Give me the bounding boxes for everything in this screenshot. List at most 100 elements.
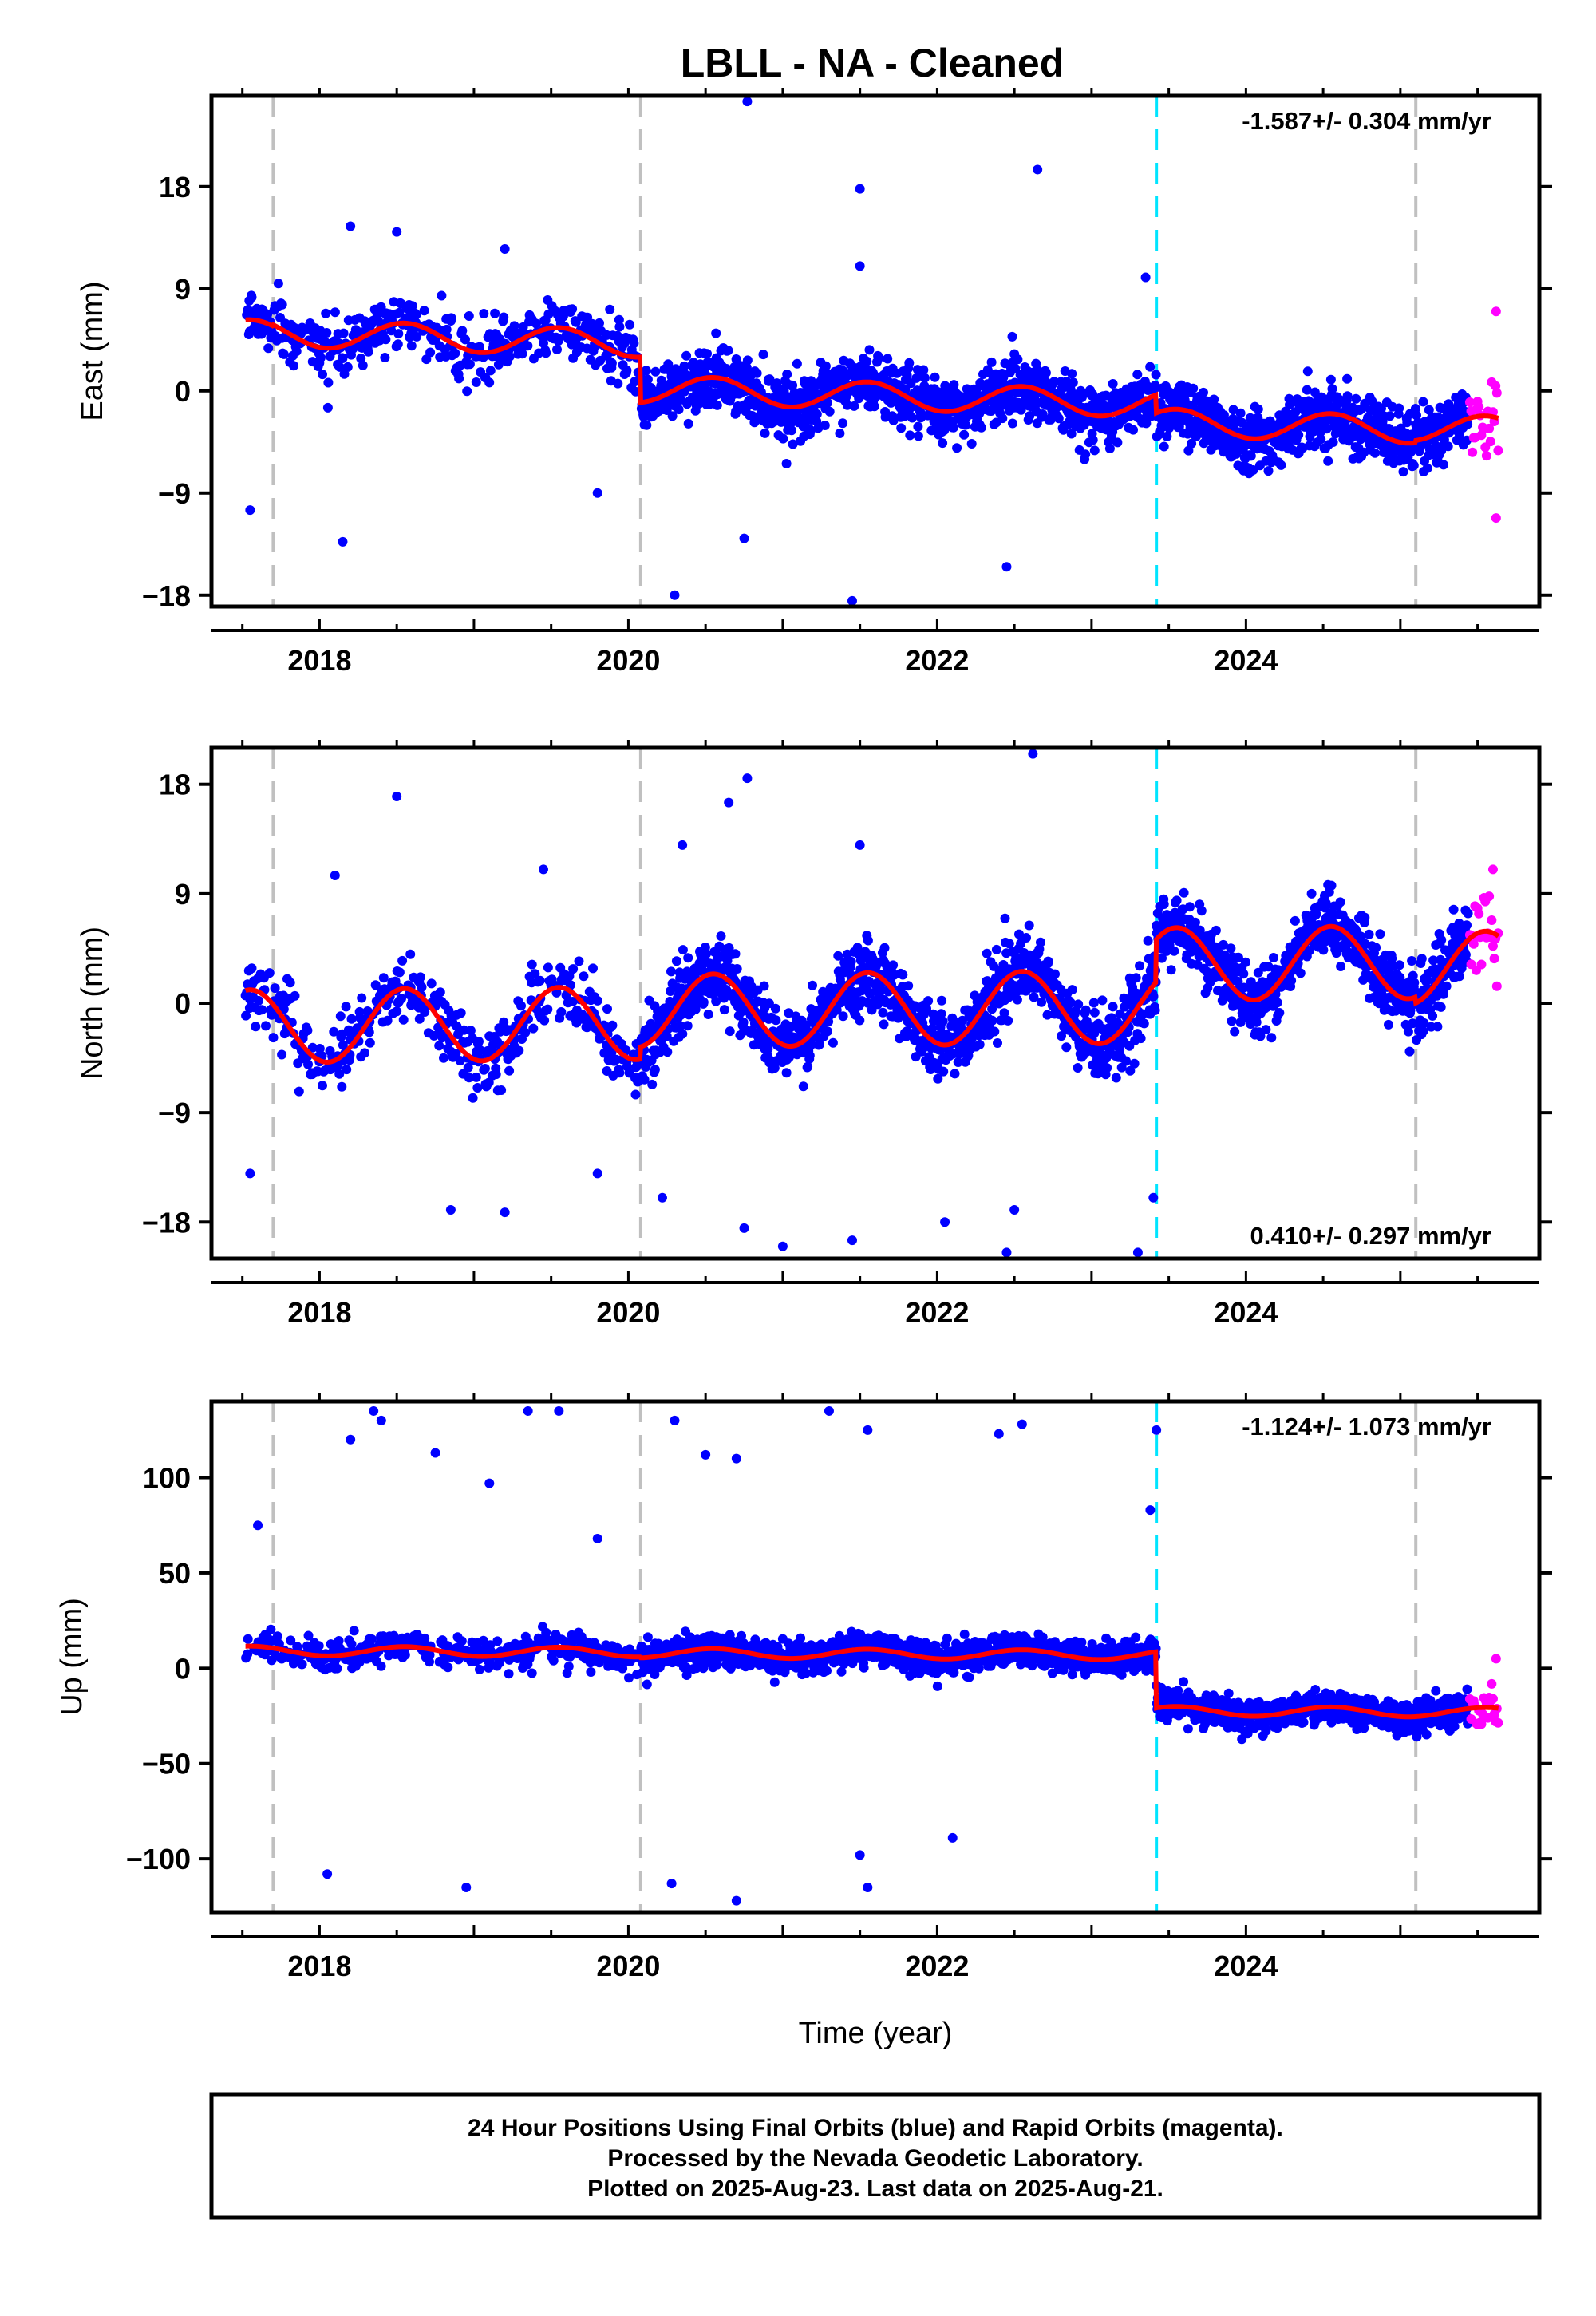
final-point-1805 — [1226, 943, 1236, 954]
y-tick-label-0: −18 — [142, 579, 191, 612]
final-point-2339 — [1438, 460, 1448, 470]
final-point-222 — [459, 1025, 469, 1035]
outlier-point-2 — [392, 791, 402, 801]
final-point-2282 — [1428, 1010, 1438, 1021]
final-point-1112 — [933, 1073, 943, 1084]
final-point-1592 — [1136, 1034, 1146, 1044]
final-point-2065 — [1336, 962, 1346, 971]
final-point-2253 — [1402, 417, 1412, 428]
final-point-436 — [647, 1079, 658, 1089]
final-point-233 — [471, 1072, 481, 1082]
final-point-2132 — [1364, 929, 1374, 939]
final-point-1124 — [938, 1016, 948, 1026]
final-point-74 — [314, 1044, 325, 1053]
final-point-587 — [711, 996, 721, 1006]
y-tick-label-3: 9 — [175, 273, 191, 306]
final-point-2305 — [1424, 405, 1434, 415]
final-point-286 — [516, 1001, 526, 1011]
final-point-993 — [869, 401, 879, 412]
final-point-1075 — [904, 358, 915, 368]
final-point-956 — [867, 1005, 877, 1015]
final-point-183 — [420, 1007, 430, 1017]
final-point-57 — [294, 1086, 304, 1097]
final-point-1389 — [1050, 969, 1060, 979]
final-point-195 — [406, 341, 417, 351]
final-point-864 — [828, 1037, 838, 1048]
final-point-1796 — [1209, 394, 1219, 405]
final-point-918 — [838, 418, 848, 429]
final-point-508 — [678, 1029, 688, 1039]
final-point-797 — [787, 425, 796, 436]
final-point-471 — [662, 1031, 672, 1041]
final-point-235 — [446, 313, 456, 323]
final-point-180 — [415, 972, 425, 982]
final-point-1514 — [1089, 445, 1100, 456]
final-point-947 — [863, 935, 873, 946]
final-point-1626 — [1150, 1005, 1160, 1015]
final-point-1056 — [896, 423, 907, 433]
outlier-point-9 — [592, 488, 602, 498]
final-point-228 — [465, 1026, 476, 1036]
rapid-point-21 — [1491, 981, 1502, 991]
final-point-168 — [381, 334, 391, 345]
final-point-107 — [334, 362, 345, 372]
final-point-710 — [763, 1044, 773, 1054]
final-point-2066 — [1323, 456, 1333, 466]
final-point-1534 — [1111, 1073, 1121, 1083]
final-point-259 — [471, 377, 481, 387]
final-point-227 — [464, 1073, 474, 1083]
final-point-804 — [803, 1061, 813, 1072]
final-point-407 — [605, 304, 615, 314]
final-point-2302 — [1436, 1002, 1446, 1012]
final-point-308 — [543, 1004, 553, 1014]
final-point-205 — [412, 331, 422, 342]
final-point-945 — [849, 401, 859, 411]
final-point-2122 — [1360, 912, 1370, 923]
final-point-64 — [302, 1026, 313, 1036]
rate-annotation: -1.587+/- 0.304 mm/yr — [1242, 107, 1491, 135]
final-point-113 — [338, 328, 349, 338]
final-point-306 — [539, 1015, 550, 1026]
final-point-1721 — [1190, 917, 1200, 927]
outlier-point-6 — [847, 595, 857, 606]
final-point-411 — [606, 358, 617, 368]
final-point-418 — [614, 322, 625, 332]
final-point-1 — [243, 1649, 253, 1659]
outlier-point-13 — [777, 1241, 788, 1251]
final-point-2257 — [1416, 954, 1427, 964]
final-point-1481 — [1088, 998, 1099, 1008]
final-point-132 — [365, 1037, 375, 1048]
final-point-123 — [360, 1048, 369, 1058]
final-point-90 — [333, 1060, 343, 1070]
final-point-1181 — [949, 380, 959, 390]
final-point-86 — [329, 1026, 339, 1037]
outlier-point-3 — [245, 505, 255, 516]
final-point-226 — [463, 1062, 473, 1073]
final-point-2063 — [1321, 424, 1332, 434]
final-point-1416 — [1061, 1042, 1072, 1053]
final-point-620 — [725, 1026, 735, 1037]
final-point-1557 — [1108, 379, 1118, 389]
final-point-729 — [771, 1015, 781, 1026]
final-point-2030 — [1321, 898, 1331, 908]
final-point-1460 — [1067, 369, 1077, 379]
final-point-1326 — [1010, 363, 1021, 373]
final-point-52 — [290, 990, 300, 1001]
final-point-130 — [364, 1027, 374, 1037]
final-point-30 — [270, 983, 280, 994]
final-point-1211 — [974, 1039, 985, 1049]
final-point-1609 — [1143, 935, 1153, 946]
final-point-61 — [289, 361, 298, 371]
final-point-213 — [425, 347, 436, 358]
final-point-140 — [378, 973, 389, 983]
outlier-point-5 — [855, 840, 865, 850]
final-point-530 — [674, 405, 684, 415]
final-point-809 — [804, 1050, 815, 1061]
final-point-786 — [782, 370, 792, 379]
final-point-426 — [622, 366, 632, 375]
outlier-point-3 — [724, 797, 734, 808]
final-point-2301 — [1422, 463, 1432, 473]
final-point-247 — [460, 334, 470, 345]
outlier-point-17 — [1009, 1205, 1020, 1215]
final-point-1251 — [991, 944, 1001, 954]
